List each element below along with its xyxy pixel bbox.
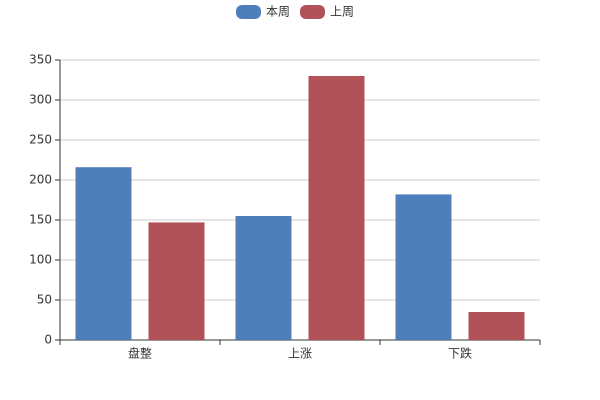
y-tick-label: 50 xyxy=(37,293,52,307)
bar xyxy=(395,194,452,340)
legend-label[interactable]: 上周 xyxy=(330,5,354,19)
x-tick-label: 盘整 xyxy=(128,346,152,361)
x-tick-label: 下跌 xyxy=(448,346,472,361)
y-tick-label: 200 xyxy=(29,173,52,187)
bar xyxy=(148,222,205,340)
y-tick-label: 250 xyxy=(29,133,52,147)
x-tick-label: 上涨 xyxy=(288,346,312,361)
y-tick-label: 150 xyxy=(29,213,52,227)
bar xyxy=(75,167,132,340)
bar xyxy=(468,312,525,340)
bar xyxy=(308,76,365,340)
y-tick-label: 0 xyxy=(44,333,52,347)
legend-swatch[interactable] xyxy=(236,5,261,19)
legend-label[interactable]: 本周 xyxy=(266,5,290,19)
bar xyxy=(235,216,292,340)
y-tick-label: 300 xyxy=(29,93,52,107)
y-tick-label: 350 xyxy=(29,53,52,67)
y-tick-label: 100 xyxy=(29,253,52,267)
legend-swatch[interactable] xyxy=(300,5,325,19)
